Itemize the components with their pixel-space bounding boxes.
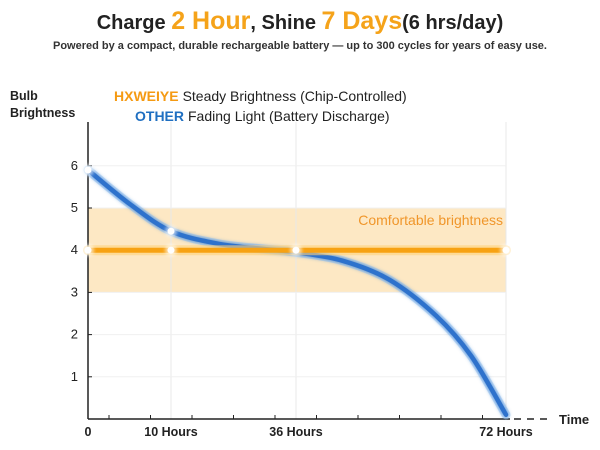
x-tick-label: 10 Hours <box>144 425 198 439</box>
y-tick-label: 1 <box>71 369 78 384</box>
data-point-marker <box>292 246 300 254</box>
data-point-marker <box>502 246 510 254</box>
y-tick-label: 4 <box>71 242 78 257</box>
legend-brand-fading: OTHER <box>135 108 184 124</box>
y-tick-labels: 1 2 3 4 5 6 <box>71 158 78 384</box>
data-point-marker <box>84 166 92 174</box>
x-tick-label: 36 Hours <box>269 425 323 439</box>
page-title: Charge 2 Hour, Shine 7 Days(6 hrs/day) <box>0 6 600 38</box>
legend-item-steady: HXWEIYE Steady Brightness (Chip-Controlle… <box>114 86 407 106</box>
data-point-marker <box>167 246 175 254</box>
data-point-marker <box>84 246 92 254</box>
legend-label-steady: Steady Brightness (Chip-Controlled) <box>182 88 407 104</box>
comfortable-brightness-label: Comfortable brightness <box>358 212 503 228</box>
legend: HXWEIYE Steady Brightness (Chip-Controlle… <box>114 86 407 126</box>
x-tick-labels: 0 10 Hours 36 Hours 72 Hours <box>85 425 533 439</box>
x-axis-label: Time <box>559 412 589 427</box>
title-text-3: (6 hrs/day) <box>402 12 504 34</box>
x-tick-label: 72 Hours <box>479 425 533 439</box>
y-axis-label-line1: Bulb <box>10 89 38 103</box>
series-layer <box>82 164 512 420</box>
title-highlight-shine: 7 Days <box>321 7 403 35</box>
y-axis-label: Bulb Brightness <box>10 88 75 122</box>
x-tick-label: 0 <box>85 425 92 439</box>
title-text-1: Charge <box>96 12 172 34</box>
page-subtitle: Powered by a compact, durable rechargeab… <box>53 40 547 52</box>
legend-label-fading: Fading Light (Battery Discharge) <box>188 108 390 124</box>
y-tick-label: 5 <box>71 200 78 215</box>
legend-brand-steady: HXWEIYE <box>114 88 179 104</box>
y-tick-label: 6 <box>71 158 78 173</box>
y-tick-label: 3 <box>71 284 78 299</box>
legend-item-fading: OTHER Fading Light (Battery Discharge) <box>114 106 407 126</box>
header: Charge 2 Hour, Shine 7 Days(6 hrs/day) P… <box>0 6 600 52</box>
title-highlight-charge: 2 Hour <box>171 7 251 35</box>
y-tick-label: 2 <box>71 327 78 342</box>
data-point-marker <box>167 227 175 235</box>
y-axis-label-line2: Brightness <box>10 106 76 120</box>
title-text-2: , Shine <box>250 12 322 34</box>
